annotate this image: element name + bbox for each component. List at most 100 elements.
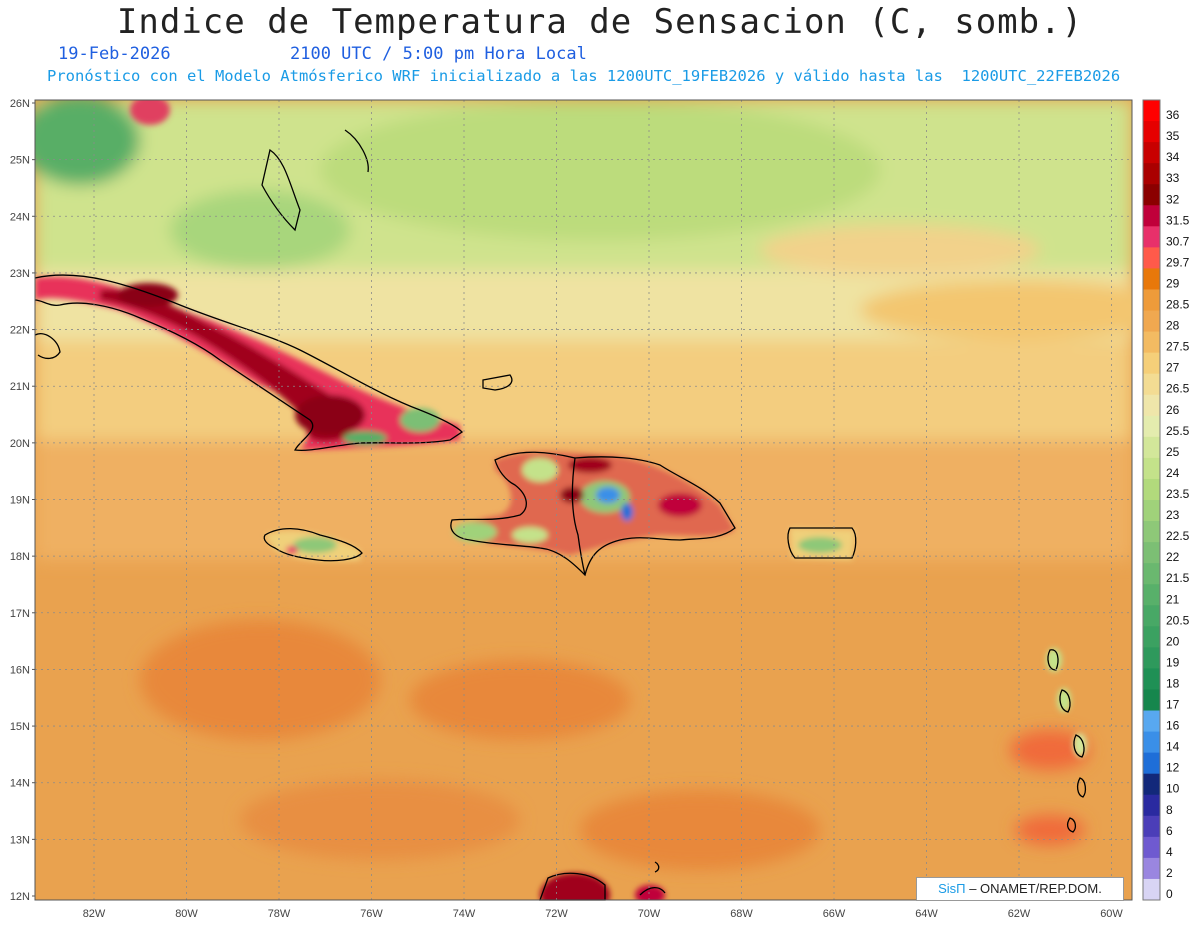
colorbar-label: 28: [1166, 319, 1180, 333]
colorbar-swatch: [1143, 394, 1160, 417]
grid-lines: [35, 100, 1132, 900]
colorbar-swatch: [1143, 142, 1160, 164]
colorbar-label: 0: [1166, 887, 1173, 901]
colorbar-swatch: [1143, 289, 1160, 312]
colorbar-label: 20.5: [1166, 613, 1190, 627]
lon-label: 78W: [268, 908, 291, 920]
lon-label: 64W: [915, 908, 938, 920]
colorbar-label: 35: [1166, 129, 1180, 143]
lat-label: 13N: [10, 834, 30, 846]
colorbar-swatch: [1143, 731, 1160, 754]
lat-label: 16N: [10, 664, 30, 676]
lon-label: 80W: [175, 908, 198, 920]
lat-label: 24N: [10, 211, 30, 223]
lat-label: 15N: [10, 721, 30, 733]
colorbar-swatch: [1143, 310, 1160, 333]
lat-label: 18N: [10, 551, 30, 563]
colorbar-label: 2: [1166, 866, 1173, 880]
lat-label: 23N: [10, 268, 30, 280]
colorbar-swatch: [1143, 584, 1160, 606]
colorbar-swatch: [1143, 457, 1160, 480]
colorbar-swatch: [1143, 647, 1160, 669]
lon-label: 72W: [545, 908, 568, 920]
colorbar-label: 34: [1166, 150, 1180, 164]
lat-label: 20N: [10, 438, 30, 450]
lat-label: 26N: [10, 98, 30, 110]
lon-label: 66W: [823, 908, 846, 920]
colorbar-swatch: [1143, 542, 1160, 564]
colorbar-swatch: [1143, 163, 1160, 185]
colorbar-swatch: [1143, 752, 1160, 775]
colorbar-label: 30.7: [1166, 234, 1190, 248]
colorbar-label: 25: [1166, 445, 1180, 459]
colorbar-swatch: [1143, 373, 1160, 396]
credit-box: SisΠ – ONAMET/REP.DOM.: [916, 877, 1124, 901]
colorbar-label: 8: [1166, 803, 1173, 817]
colorbar-swatch: [1143, 668, 1160, 690]
colorbar-swatch: [1143, 563, 1160, 585]
colorbar-swatch: [1143, 878, 1160, 901]
colorbar-label: 27.5: [1166, 340, 1190, 354]
colorbar-label: 31.5: [1166, 213, 1190, 227]
colorbar-frame: [1142, 99, 1161, 901]
colorbar-label: 25.5: [1166, 424, 1190, 438]
colorbar-swatch: [1143, 500, 1160, 522]
colorbar-label: 4: [1166, 845, 1173, 859]
colorbar-swatch: [1143, 415, 1160, 438]
colorbar-label: 26.5: [1166, 382, 1190, 396]
map-title: Indice de Temperatura de Sensacion (C, s…: [116, 2, 1084, 42]
sispi-logo: SisΠ: [938, 881, 966, 896]
colorbar-label: 22.5: [1166, 529, 1190, 543]
model-info: Pronóstico con el Modelo Atmósferico WRF…: [47, 67, 1121, 85]
colorbar-label: 21: [1166, 592, 1180, 606]
colorbar-swatch: [1143, 352, 1160, 375]
colorbar-label: 23: [1166, 508, 1180, 522]
forecast-date: 19-Feb-2026: [58, 44, 171, 64]
colorbar-swatch: [1143, 121, 1160, 143]
lat-label: 21N: [10, 381, 30, 393]
colorbar-label: 27: [1166, 361, 1180, 375]
colorbar-label: 10: [1166, 782, 1180, 796]
colorbar-label: 29.7: [1166, 255, 1190, 269]
colorbar-label: 21.5: [1166, 571, 1190, 585]
colorbar-swatch: [1143, 605, 1160, 627]
colorbar-label: 17: [1166, 698, 1180, 712]
lon-label: 82W: [83, 908, 106, 920]
lat-label: 19N: [10, 495, 30, 507]
colorbar-label: 26: [1166, 403, 1180, 417]
credit-text: – ONAMET/REP.DOM.: [965, 881, 1102, 896]
colorbar-label: 6: [1166, 824, 1173, 838]
lon-label: 60W: [1100, 908, 1123, 920]
colorbar-label: 32: [1166, 192, 1180, 206]
colorbar-label: 28.5: [1166, 298, 1190, 312]
lon-label: 74W: [453, 908, 476, 920]
colorbar-label: 20: [1166, 634, 1180, 648]
lat-label: 22N: [10, 325, 30, 337]
colorbar-label: 24: [1166, 466, 1180, 480]
colorbar-swatch: [1143, 247, 1160, 269]
colorbar-swatch: [1143, 478, 1160, 501]
colorbar-label: 29: [1166, 276, 1180, 290]
lat-label: 12N: [10, 891, 30, 903]
colorbar-swatch: [1143, 689, 1160, 712]
colorbar-label: 22: [1166, 550, 1180, 564]
colorbar-label: 18: [1166, 676, 1180, 690]
colorbar-swatch: [1143, 815, 1160, 838]
longitude-labels: 82W 80W 78W 76W 74W 72W 70W 68W 66W 64W 62W 60W: [83, 908, 1124, 920]
colorbar-swatch: [1143, 836, 1160, 859]
heat-index-field: [35, 100, 1132, 900]
lon-label: 76W: [360, 908, 383, 920]
colorbar-swatch: [1143, 436, 1160, 459]
colorbar-swatch: [1143, 626, 1160, 648]
lon-label: 70W: [638, 908, 661, 920]
colorbar-label: 12: [1166, 761, 1180, 775]
colorbar-swatch: [1143, 521, 1160, 543]
colorbar-swatch: [1143, 268, 1160, 290]
colorbar-label: 14: [1166, 740, 1180, 754]
colorbar-label: 19: [1166, 655, 1180, 669]
colorbar-swatch: [1143, 205, 1160, 227]
colorbar-swatch: [1143, 100, 1160, 122]
lat-label: 25N: [10, 155, 30, 167]
colorbar-label: 16: [1166, 719, 1180, 733]
